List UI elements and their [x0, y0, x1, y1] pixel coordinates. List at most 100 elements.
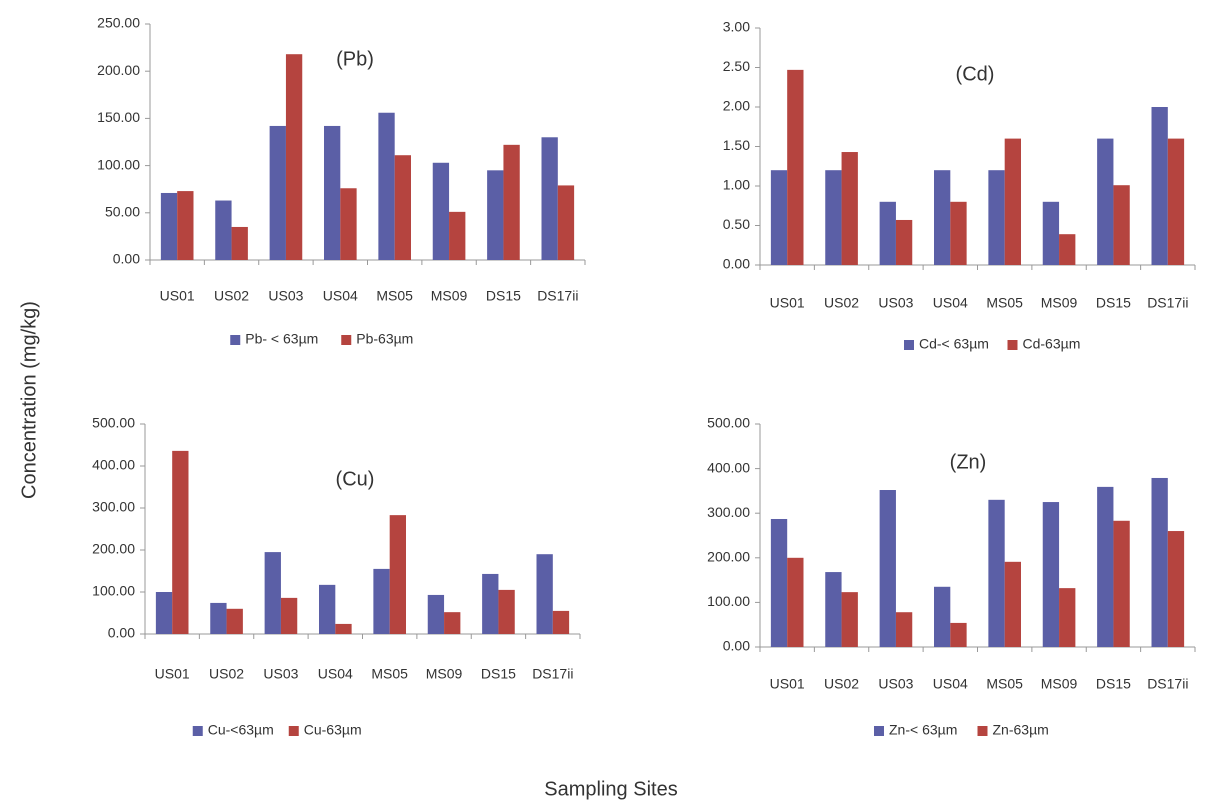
legend-label: Cd-63µm: [1023, 336, 1081, 352]
bar: [210, 602, 227, 634]
subchart: (Cu) 0.00 100.00 200.00 300.00 400.00 500.00 US…: [92, 415, 581, 738]
x-tick-label: US01: [155, 666, 190, 682]
subchart: (Pb) 0.00 50.00 100.00 150.00 200.00 250.00 US0…: [97, 15, 586, 347]
x-tick-label: US01: [160, 288, 195, 304]
y-axis-label: Concentration (mg/kg): [18, 301, 40, 499]
bar: [895, 219, 913, 265]
bar: [231, 226, 248, 260]
bar: [427, 594, 445, 634]
legend-label: Zn-< 63µm: [889, 722, 957, 738]
bar: [215, 200, 232, 260]
bar: [226, 608, 243, 634]
subchart: (Cd) 0.00 0.50 1.00 1.50 2.00 2.50 3.00 US01 US02…: [723, 19, 1196, 352]
y-tick-label: 2.00: [723, 98, 750, 114]
y-tick-label: 1.00: [723, 177, 750, 193]
bar: [895, 612, 913, 647]
x-tick-label: US02: [209, 666, 244, 682]
y-tick-label: 250.00: [97, 15, 140, 31]
y-tick-label: 0.50: [723, 216, 750, 232]
x-tick-label: DS15: [1096, 295, 1131, 311]
bar: [541, 137, 558, 260]
bar: [557, 185, 575, 260]
x-tick-label: US04: [323, 288, 358, 304]
bar: [787, 69, 804, 266]
bar: [264, 552, 281, 634]
y-tick-label: 500.00: [92, 415, 135, 431]
bar: [449, 211, 466, 260]
x-tick-label: DS15: [481, 666, 516, 682]
y-tick-label: 400.00: [707, 459, 750, 475]
bar: [444, 612, 461, 634]
legend-label: Pb- < 63µm: [245, 331, 318, 347]
bar: [950, 201, 967, 265]
legend-swatch: [1007, 340, 1018, 350]
x-tick-label: US04: [318, 666, 353, 682]
x-tick-label: US01: [770, 295, 805, 311]
bar: [1097, 486, 1114, 647]
bar: [1042, 502, 1060, 647]
bar: [373, 568, 390, 634]
bar: [934, 170, 951, 265]
bar: [503, 144, 520, 260]
x-tick-label: US04: [933, 295, 968, 311]
bar: [324, 125, 341, 261]
bar: [770, 170, 788, 265]
x-tick-label: US02: [824, 295, 859, 311]
x-tick-label: MS09: [1041, 295, 1078, 311]
x-tick-label: MS09: [1041, 676, 1078, 692]
y-tick-label: 0.00: [113, 251, 140, 267]
bar: [988, 170, 1005, 265]
x-tick-label: DS17ii: [537, 288, 578, 304]
x-tick-label: MS05: [376, 288, 413, 304]
bar: [1059, 588, 1076, 647]
y-tick-label: 100.00: [707, 593, 750, 609]
bar: [879, 201, 896, 265]
legend-swatch: [192, 726, 203, 736]
x-tick-label: US04: [933, 676, 968, 692]
bar: [378, 112, 395, 261]
legend-label: Cu-63µm: [304, 722, 362, 738]
bar: [1167, 138, 1185, 265]
y-tick-label: 200.00: [92, 541, 135, 557]
bar: [389, 515, 406, 634]
x-tick-label: US01: [770, 676, 805, 692]
bar: [1059, 234, 1076, 265]
bar: [1042, 201, 1060, 265]
bar: [1151, 107, 1168, 265]
bar: [177, 191, 194, 260]
bar: [841, 152, 858, 265]
bar: [155, 592, 173, 634]
x-axis-label: Sampling Sites: [544, 778, 677, 800]
x-tick-label: US03: [263, 666, 298, 682]
bar: [950, 622, 967, 647]
chart-title: (Cd): [956, 63, 995, 85]
bar: [1151, 477, 1168, 647]
legend-swatch: [904, 340, 914, 350]
x-tick-label: MS05: [986, 676, 1023, 692]
bar: [498, 589, 515, 634]
y-tick-label: 3.00: [723, 19, 750, 35]
y-tick-label: 200.00: [97, 62, 140, 78]
x-tick-label: US03: [268, 288, 303, 304]
bar: [841, 592, 858, 647]
bar: [1097, 138, 1114, 265]
bar: [1167, 531, 1185, 647]
x-tick-label: MS05: [371, 666, 408, 682]
x-tick-label: MS09: [426, 666, 463, 682]
bar: [1113, 520, 1130, 647]
x-tick-label: DS17ii: [1147, 676, 1188, 692]
bar: [879, 490, 896, 647]
legend-label: Pb-63µm: [356, 331, 413, 347]
y-tick-label: 0.00: [108, 625, 135, 641]
x-tick-label: US03: [878, 676, 913, 692]
legend-label: Zn-63µm: [993, 722, 1049, 738]
bar: [770, 518, 788, 647]
y-tick-label: 300.00: [707, 504, 750, 520]
bar: [1113, 185, 1130, 265]
y-tick-label: 100.00: [97, 156, 140, 172]
bar: [269, 125, 286, 261]
legend-swatch: [288, 726, 299, 736]
bar: [825, 170, 842, 265]
bar: [285, 54, 303, 260]
